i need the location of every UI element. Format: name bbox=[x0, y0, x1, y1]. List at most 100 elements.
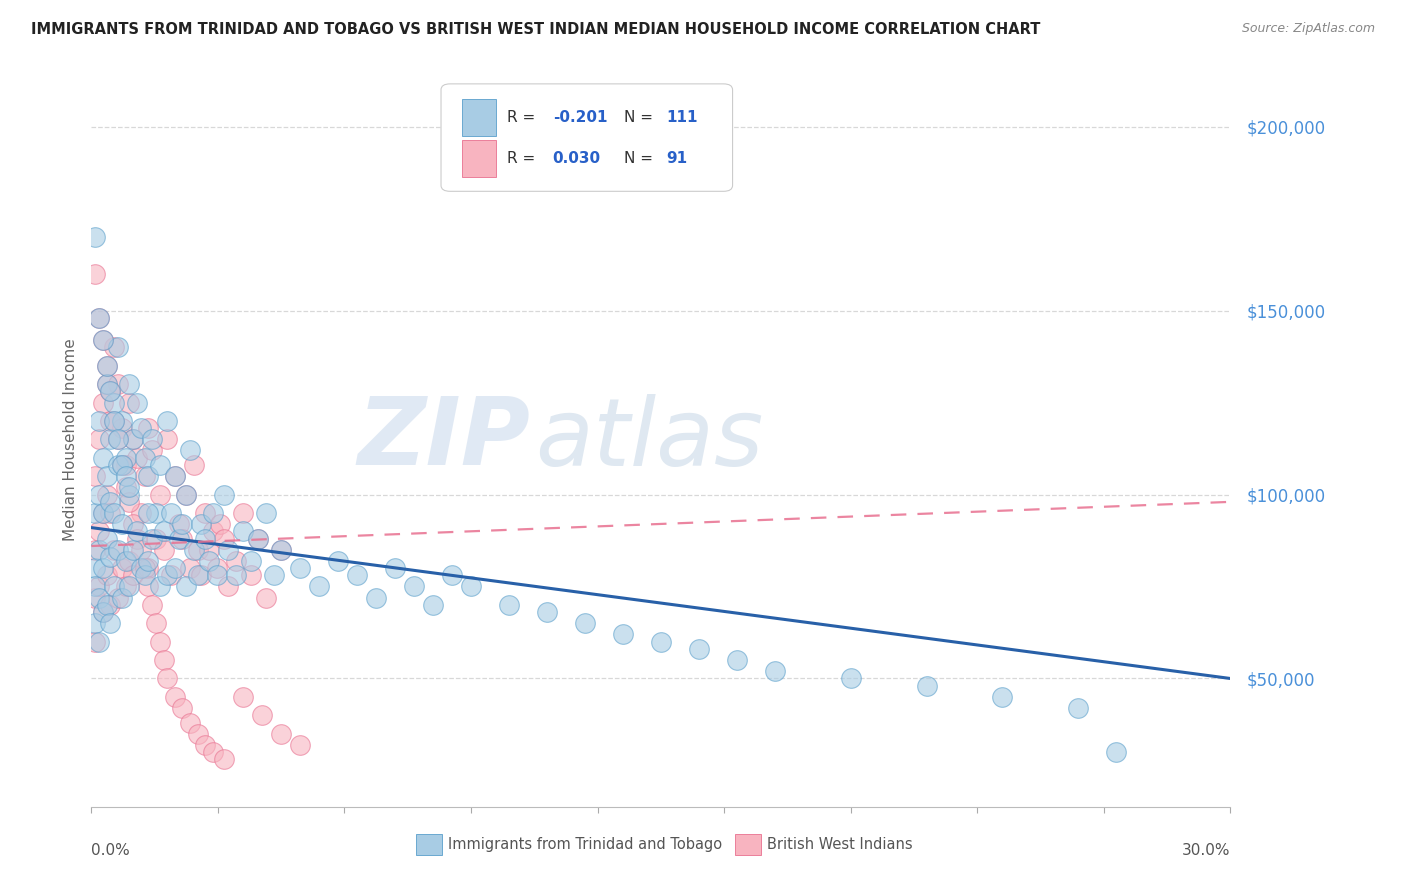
Point bbox=[84, 634, 107, 648]
Point bbox=[103, 340, 125, 354]
Point bbox=[254, 506, 277, 520]
Point bbox=[194, 738, 217, 752]
Point bbox=[163, 561, 186, 575]
Point bbox=[145, 616, 167, 631]
Point bbox=[107, 433, 129, 447]
Point bbox=[84, 506, 107, 520]
Point bbox=[160, 568, 183, 582]
Point bbox=[111, 458, 134, 472]
Point bbox=[156, 672, 179, 686]
Point bbox=[145, 506, 167, 520]
Point bbox=[205, 568, 228, 582]
Point bbox=[145, 532, 167, 546]
Point bbox=[96, 469, 118, 483]
Point bbox=[174, 487, 197, 501]
Point bbox=[205, 561, 228, 575]
Point bbox=[156, 414, 179, 428]
Point bbox=[98, 506, 121, 520]
Text: R =: R = bbox=[508, 111, 540, 125]
Point bbox=[201, 745, 224, 759]
Point bbox=[118, 377, 141, 392]
Point bbox=[650, 634, 672, 648]
Point bbox=[156, 568, 179, 582]
Point bbox=[247, 532, 270, 546]
Point bbox=[91, 506, 114, 520]
Point bbox=[149, 634, 172, 648]
Point bbox=[149, 487, 172, 501]
Point bbox=[152, 524, 174, 539]
Point bbox=[172, 516, 194, 531]
Point bbox=[96, 532, 118, 546]
Point bbox=[187, 542, 209, 557]
Point bbox=[91, 605, 114, 619]
Point bbox=[87, 310, 110, 325]
Text: -0.201: -0.201 bbox=[553, 111, 607, 125]
Point bbox=[107, 458, 129, 472]
Point bbox=[134, 469, 156, 483]
Text: ZIP: ZIP bbox=[357, 393, 530, 485]
Point bbox=[98, 549, 121, 565]
Point bbox=[129, 542, 152, 557]
Point bbox=[247, 532, 270, 546]
Point bbox=[91, 333, 114, 347]
Point bbox=[118, 395, 141, 409]
Point bbox=[87, 580, 110, 594]
Point bbox=[91, 395, 114, 409]
Point bbox=[138, 506, 160, 520]
Point bbox=[263, 568, 285, 582]
Point bbox=[346, 568, 368, 582]
Point bbox=[250, 708, 273, 723]
Point bbox=[98, 495, 121, 509]
Point bbox=[103, 414, 125, 428]
Point bbox=[96, 377, 118, 392]
Point bbox=[174, 487, 197, 501]
Point bbox=[114, 450, 136, 465]
Point bbox=[118, 554, 141, 568]
Point bbox=[214, 532, 236, 546]
Point bbox=[103, 414, 125, 428]
Point bbox=[114, 469, 136, 483]
Point bbox=[87, 310, 110, 325]
Text: 30.0%: 30.0% bbox=[1182, 843, 1230, 857]
Point bbox=[87, 487, 110, 501]
Point bbox=[91, 450, 114, 465]
Point bbox=[111, 458, 134, 472]
Point bbox=[498, 598, 520, 612]
Point bbox=[574, 616, 596, 631]
Text: IMMIGRANTS FROM TRINIDAD AND TOBAGO VS BRITISH WEST INDIAN MEDIAN HOUSEHOLD INCO: IMMIGRANTS FROM TRINIDAD AND TOBAGO VS B… bbox=[31, 22, 1040, 37]
Point bbox=[84, 230, 107, 244]
Text: Source: ZipAtlas.com: Source: ZipAtlas.com bbox=[1241, 22, 1375, 36]
Point bbox=[98, 433, 121, 447]
Point bbox=[107, 433, 129, 447]
Point bbox=[122, 568, 145, 582]
Point bbox=[84, 591, 107, 605]
Point bbox=[114, 580, 136, 594]
Point bbox=[98, 384, 121, 399]
FancyBboxPatch shape bbox=[461, 140, 496, 177]
Point bbox=[991, 690, 1014, 704]
Point bbox=[114, 554, 136, 568]
Point bbox=[138, 554, 160, 568]
Point bbox=[96, 359, 118, 373]
Point bbox=[141, 532, 163, 546]
Point bbox=[96, 377, 118, 392]
Point bbox=[118, 580, 141, 594]
Point bbox=[84, 561, 107, 575]
Point bbox=[91, 333, 114, 347]
Point bbox=[103, 506, 125, 520]
Point bbox=[134, 568, 156, 582]
Point bbox=[163, 469, 186, 483]
Point bbox=[270, 726, 292, 740]
Point bbox=[87, 414, 110, 428]
Text: 0.0%: 0.0% bbox=[91, 843, 131, 857]
Point bbox=[125, 532, 148, 546]
Point bbox=[91, 605, 114, 619]
Point bbox=[118, 495, 141, 509]
Point bbox=[441, 568, 464, 582]
Point bbox=[152, 542, 174, 557]
Point bbox=[232, 506, 254, 520]
Point bbox=[201, 506, 224, 520]
Point bbox=[111, 421, 134, 435]
Point bbox=[91, 506, 114, 520]
FancyBboxPatch shape bbox=[441, 84, 733, 191]
